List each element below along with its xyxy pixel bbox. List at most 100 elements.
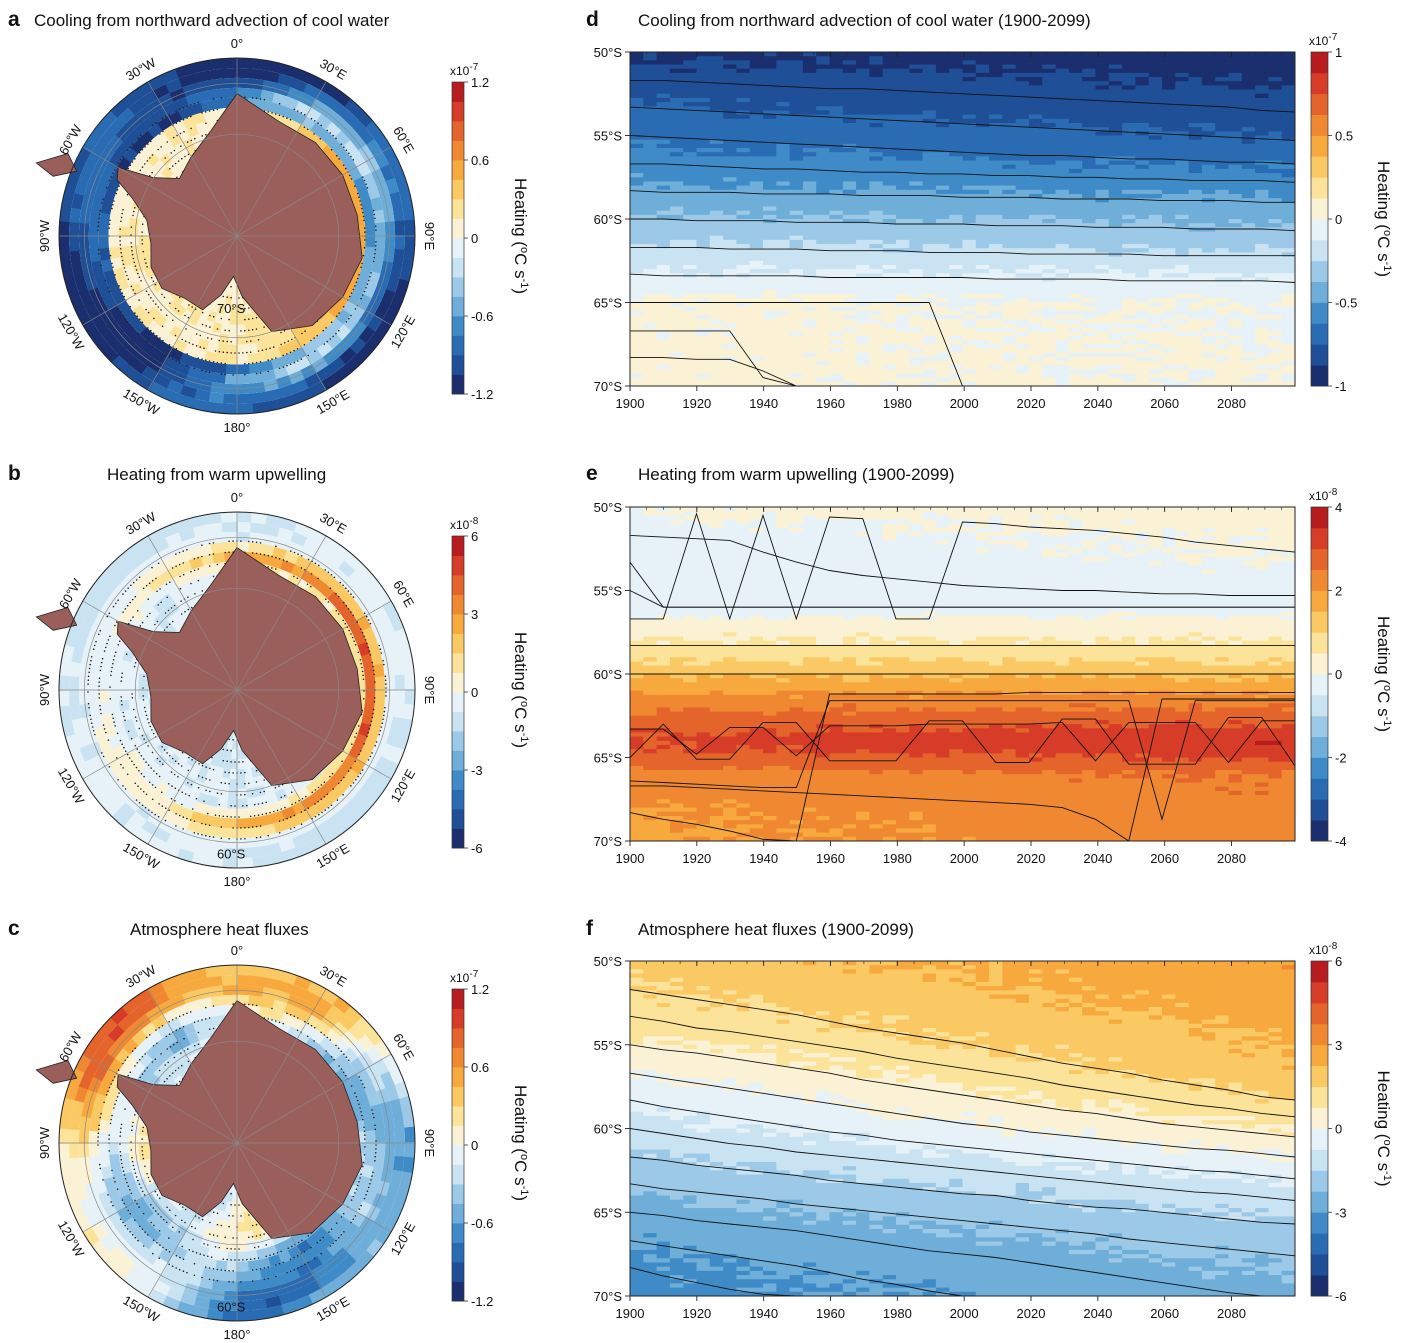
panel-a-stipple-dot bbox=[249, 351, 252, 354]
panel-b-stipple-dot bbox=[293, 826, 296, 829]
panel-a-stipple-dot bbox=[297, 110, 299, 112]
panel-a-stipple-dot bbox=[102, 198, 104, 200]
panel-b-stipple-dot bbox=[112, 662, 114, 665]
panel-b-stipple-dot bbox=[132, 581, 135, 584]
panel-b-stipple-dot bbox=[154, 623, 156, 626]
panel-b-map-cell bbox=[249, 532, 266, 545]
panel-a-map-cell bbox=[69, 249, 82, 267]
panel-b-stipple-dot bbox=[263, 553, 266, 556]
panel-b-stipple-dot bbox=[133, 763, 135, 766]
panel-b-stipple-dot bbox=[117, 779, 119, 781]
panel-a-stipple-dot bbox=[356, 192, 359, 195]
panel-a-stipple-dot bbox=[313, 133, 315, 135]
panel-a-colorbar-tick-label: 1.2 bbox=[471, 75, 489, 90]
panel-b-stipple-dot bbox=[180, 600, 182, 602]
panel-a-stipple-dot bbox=[297, 360, 299, 362]
panel-b-stipple-dot bbox=[278, 832, 281, 834]
panel-b-stipple-dot bbox=[105, 731, 107, 734]
panel-a-stipple-dot bbox=[293, 108, 296, 111]
panel-a-stipple-dot bbox=[186, 117, 188, 119]
panel-a-stipple-dot bbox=[195, 333, 198, 335]
panel-a-stipple-dot bbox=[186, 105, 188, 108]
panel-b-map-cell bbox=[373, 663, 385, 679]
panel-b-stipple-dot bbox=[184, 610, 186, 613]
panel-a-map-cell bbox=[147, 74, 167, 91]
panel-b-map-cell bbox=[250, 522, 268, 535]
panel-a-latitude-label: 70°S bbox=[217, 301, 246, 316]
panel-a-map-cell bbox=[111, 289, 126, 306]
panel-a-map-cell bbox=[263, 388, 282, 402]
panel-b-stipple-dot bbox=[171, 757, 174, 760]
panel-a-stipple-dot bbox=[161, 293, 163, 296]
panel-b-colorbar-swatch bbox=[452, 750, 464, 771]
panel-a-stipple-dot bbox=[310, 117, 313, 120]
panel-a-stipple-dot bbox=[212, 109, 215, 111]
panel-b-stipple-dot bbox=[98, 633, 100, 636]
panel-b-stipple-dot bbox=[182, 828, 184, 830]
panel-b-stipple-dot bbox=[242, 805, 244, 807]
panel-a-stipple-dot bbox=[352, 159, 355, 161]
panel-a-map-cell bbox=[64, 278, 80, 298]
panel-a-stipple-dot bbox=[220, 306, 223, 309]
panel-c-map-cell bbox=[394, 1142, 406, 1159]
panel-a-stipple-dot bbox=[145, 262, 147, 264]
panel-a-meridian bbox=[82, 235, 238, 326]
panel-a-map-cell bbox=[223, 87, 238, 99]
panel-a-stipple-dot bbox=[197, 357, 199, 359]
panel-b-stipple-dot bbox=[228, 771, 230, 774]
panel-a-map-cell bbox=[221, 393, 238, 405]
panel-a-map-cell bbox=[384, 235, 396, 251]
panel-b-stipple-dot bbox=[157, 604, 159, 606]
panel-a-stipple-dot bbox=[121, 255, 123, 258]
panel-b-stipple-dot bbox=[153, 770, 155, 772]
panel-c-map-cell bbox=[404, 1142, 415, 1160]
panel-b-stipple-dot bbox=[355, 732, 358, 735]
panel-a-stipple-dot bbox=[132, 214, 134, 217]
panel-a-map-cell bbox=[160, 68, 181, 84]
panel-a-map-cell bbox=[361, 199, 374, 215]
panel-a-stipple-dot bbox=[169, 168, 171, 170]
panel-b-stipple-dot bbox=[141, 804, 144, 807]
panel-a-stipple-dot bbox=[121, 259, 124, 262]
panel-a-stipple-dot bbox=[269, 347, 271, 350]
panel-b-stipple-dot bbox=[106, 642, 108, 645]
panel-a-stipple-dot bbox=[131, 161, 134, 163]
panel-b-latitude-label: 60°S bbox=[217, 847, 246, 862]
panel-b-stipple-dot bbox=[269, 811, 271, 814]
panel-b-stipple-dot bbox=[124, 590, 127, 592]
panel-b-stipple-dot bbox=[134, 595, 137, 598]
panel-b-stipple-dot bbox=[169, 623, 171, 625]
panel-b-stipple-dot bbox=[145, 793, 148, 796]
panel-b-stipple-dot bbox=[248, 782, 250, 785]
panel-b-stipple-dot bbox=[212, 768, 215, 771]
panel-a-map-cell bbox=[88, 235, 100, 250]
panel-a-stipple-dot bbox=[248, 329, 250, 332]
panel-a-stipple-dot bbox=[226, 340, 228, 343]
panel-a-stipple-dot bbox=[150, 140, 152, 143]
panel-b-stipple-dot bbox=[193, 832, 196, 834]
panel-a-map-cell bbox=[97, 172, 112, 190]
panel-a-stipple-dot bbox=[114, 274, 116, 276]
panel-a-meridian bbox=[147, 81, 238, 237]
panel-a-stipple-dot bbox=[255, 97, 258, 100]
panel-b-stipple-dot bbox=[134, 662, 137, 664]
panel-b-stipple-dot bbox=[255, 781, 258, 783]
panel-b-unit-label: Heating (oC s-1) bbox=[511, 632, 530, 748]
panel-b-stipple-dot bbox=[374, 681, 376, 683]
panel-b-stipple-dot bbox=[100, 712, 102, 715]
panel-a-stipple-dot bbox=[152, 300, 155, 302]
panel-b-stipple-dot bbox=[156, 620, 159, 623]
panel-b-map-cell bbox=[404, 689, 415, 707]
panel-b-stipple-dot bbox=[114, 725, 116, 727]
panel-b-stipple-dot bbox=[201, 555, 203, 558]
panel-a-stipple-dot bbox=[141, 231, 143, 233]
panel-b-stipple-dot bbox=[208, 553, 211, 556]
panel-a-stipple-dot bbox=[338, 312, 340, 314]
panel-a-map-cell bbox=[182, 375, 200, 389]
panel-a-stipple-dot bbox=[108, 227, 110, 229]
panel-b-stipple-dot bbox=[88, 667, 91, 670]
panel-b-stipple-dot bbox=[148, 722, 150, 724]
panel-a-map-cell bbox=[157, 92, 175, 108]
panel-b-stipple-dot bbox=[380, 726, 383, 728]
panel-b-stipple-dot bbox=[187, 782, 189, 784]
